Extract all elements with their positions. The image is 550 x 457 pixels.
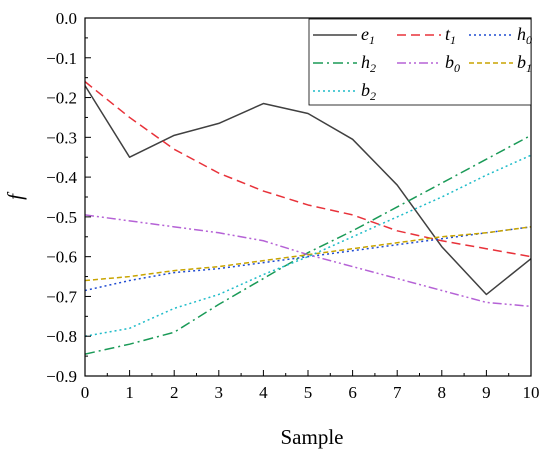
y-tick-label: −0.9 xyxy=(46,367,77,386)
x-tick-label: 10 xyxy=(523,383,540,402)
x-tick-label: 1 xyxy=(125,383,134,402)
x-tick-label: 6 xyxy=(348,383,357,402)
legend-label-b1: b1 xyxy=(517,52,532,75)
y-tick-label: −0.6 xyxy=(46,248,77,267)
legend-label-b0: b0 xyxy=(445,52,460,75)
x-tick-label: 2 xyxy=(170,383,179,402)
y-tick-label: −0.3 xyxy=(46,128,77,147)
y-axis-title: f xyxy=(3,191,27,200)
x-tick-label: 5 xyxy=(304,383,313,402)
series-line-h0 xyxy=(85,226,531,292)
legend-label-e1: e1 xyxy=(361,24,375,47)
x-axis-title: Sample xyxy=(281,425,344,449)
x-tick-label: 8 xyxy=(438,383,447,402)
x-tick-label: 7 xyxy=(393,383,402,402)
legend-box xyxy=(308,18,532,106)
legend-label-b2: b2 xyxy=(361,80,376,103)
y-tick-label: −0.4 xyxy=(46,168,77,187)
y-tick-label: −0.2 xyxy=(46,89,77,108)
legend-label-h0: h0 xyxy=(517,24,532,47)
y-tick-label: 0.0 xyxy=(56,9,77,28)
legend-label-h2: h2 xyxy=(361,52,376,75)
series-line-b0 xyxy=(85,214,531,308)
series-line-b2 xyxy=(85,154,531,337)
x-tick-label: 0 xyxy=(81,383,90,402)
y-tick-label: −0.8 xyxy=(46,327,77,346)
y-tick-label: −0.5 xyxy=(46,208,77,227)
series-line-b1 xyxy=(85,226,531,282)
plot-area xyxy=(85,81,531,355)
legend-label-t1: t1 xyxy=(445,24,456,47)
x-tick-label: 3 xyxy=(215,383,224,402)
axes: 0 1 2 3 4 5 6 7 8 9 10 0.0 −0.1 −0.2 −0.3 −0.4 −0.5 −0.6 −… xyxy=(46,9,539,402)
y-tick-label: −0.1 xyxy=(46,49,77,68)
series-line-t1 xyxy=(85,81,531,258)
series-group xyxy=(85,81,531,355)
x-tick-label: 9 xyxy=(482,383,491,402)
series-line-h2 xyxy=(85,134,531,355)
series-line-e1 xyxy=(85,85,531,296)
y-tick-label: −0.7 xyxy=(46,287,77,306)
x-tick-label: 4 xyxy=(259,383,268,402)
legend: e1 t1 h0 h2 b0 b1 b2 xyxy=(308,18,532,106)
